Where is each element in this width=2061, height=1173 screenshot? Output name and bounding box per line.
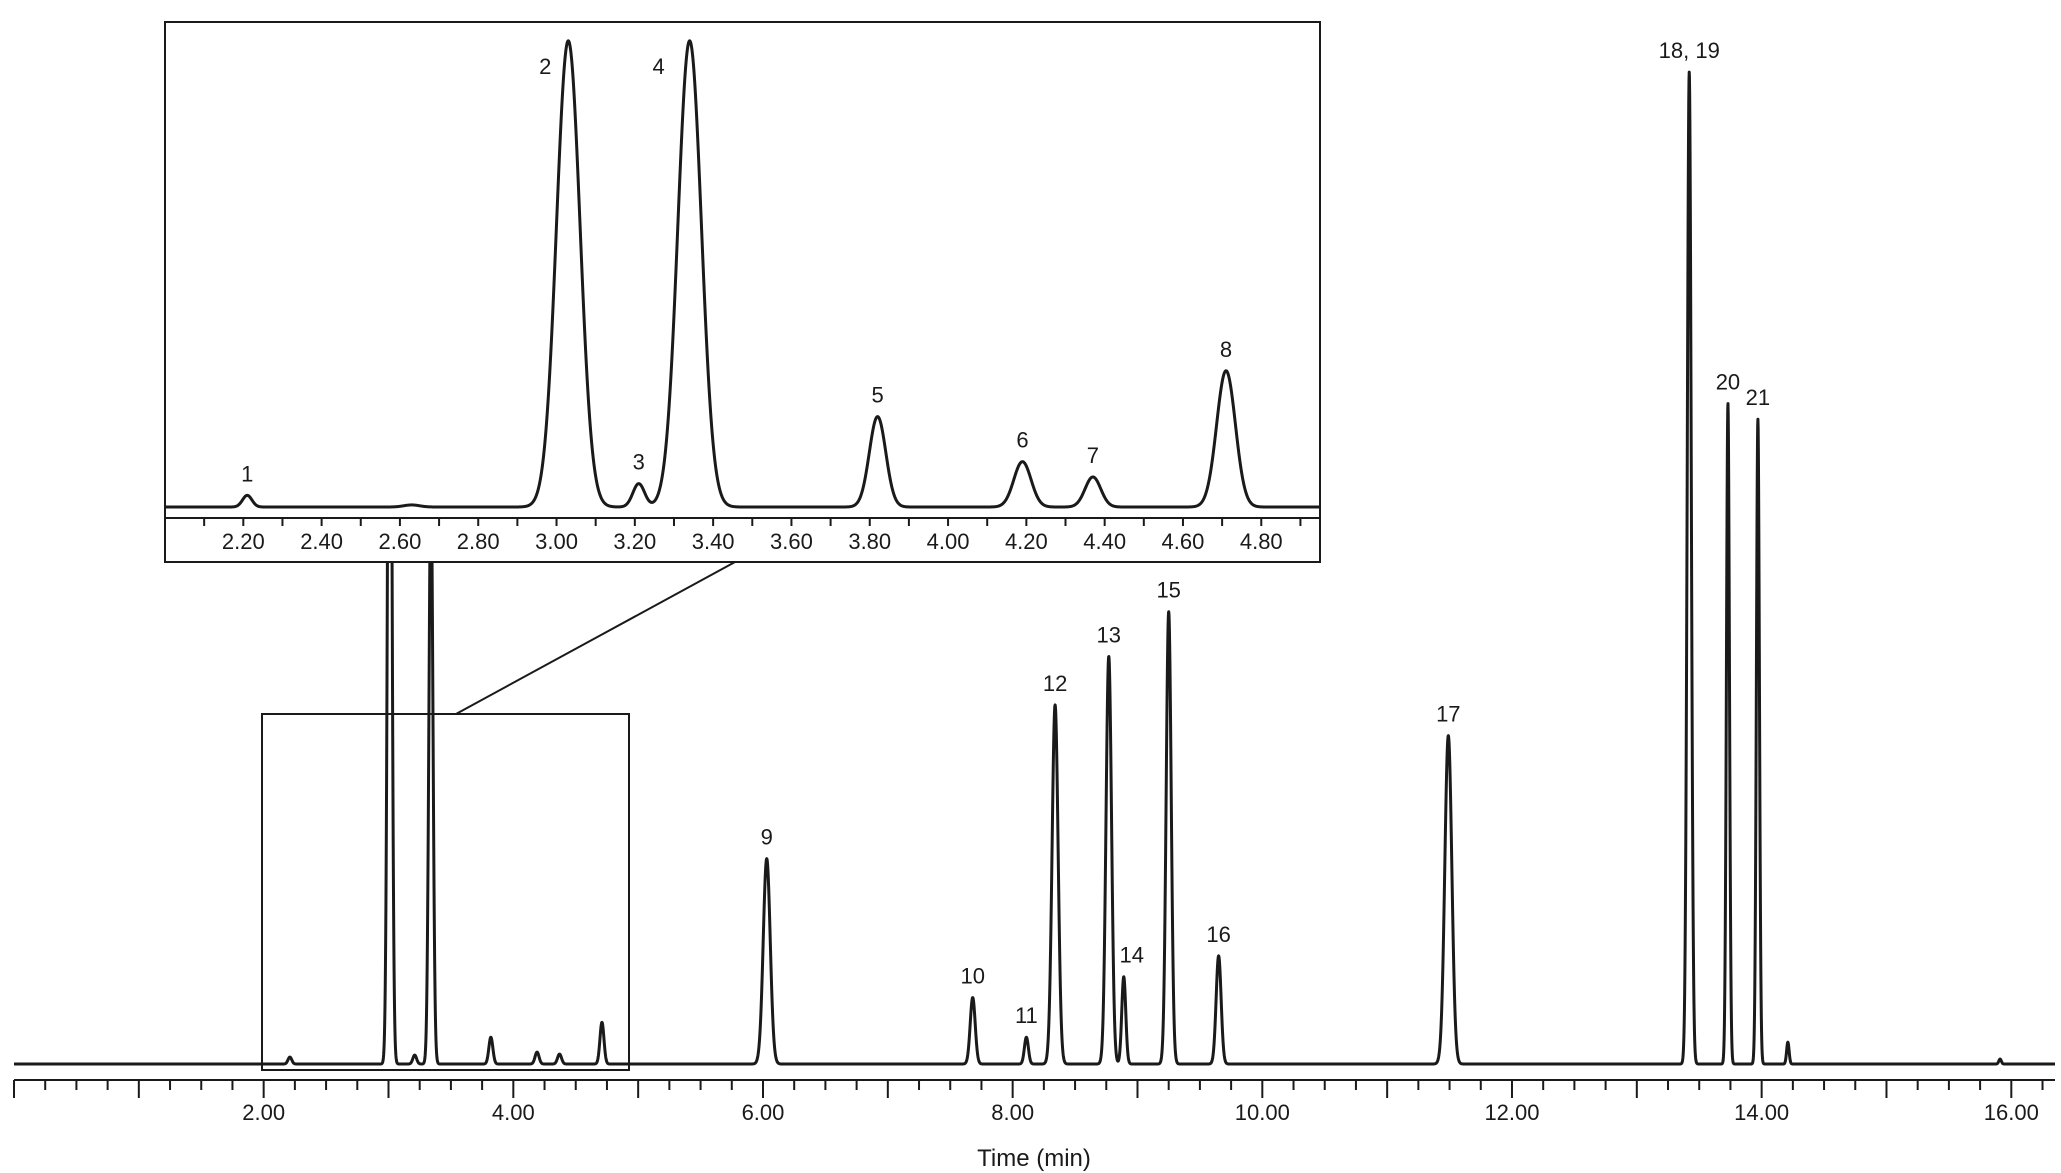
peak-label: 17 — [1436, 702, 1460, 727]
peak-label: 21 — [1746, 385, 1770, 410]
inset-frame — [164, 21, 1321, 563]
x-tick-label: 4.00 — [927, 529, 970, 554]
peak-label: 5 — [871, 383, 883, 408]
main-chromatogram-trace — [12, 70, 2057, 1066]
peak-label: 20 — [1716, 369, 1740, 394]
x-tick-label: 12.00 — [1484, 1100, 1539, 1125]
x-tick-label: 3.20 — [613, 529, 656, 554]
x-tick-label: 16.00 — [1984, 1100, 2039, 1125]
inset-x-ticks — [164, 518, 1302, 526]
main-x-tick-labels: 2.00 4.00 6.00 8.00 10.00 12.00 14.00 16.00 — [242, 1100, 2039, 1125]
inset-peak-labels: 1 2 3 4 5 6 7 8 — [241, 54, 1232, 486]
peak-label: 15 — [1156, 578, 1180, 603]
x-tick-label: 3.40 — [692, 529, 735, 554]
peak-label: 6 — [1016, 428, 1028, 453]
x-tick-label: 3.60 — [770, 529, 813, 554]
peak-label: 4 — [653, 54, 665, 79]
peak-label: 3 — [633, 450, 645, 475]
main-chromatogram: 2.00 4.00 6.00 8.00 10.00 12.00 14.00 16.00 Tim… — [12, 38, 2057, 1172]
peak-label: 1 — [241, 461, 253, 486]
inset-chromatogram: 2.20 2.40 2.60 2.80 3.00 3.20 3.40 3.60 3.80 4.00… — [164, 21, 1321, 563]
peak-label: 18, 19 — [1659, 38, 1720, 63]
x-tick-label: 2.40 — [300, 529, 343, 554]
x-tick-label: 6.00 — [742, 1100, 785, 1125]
x-tick-label: 14.00 — [1734, 1100, 1789, 1125]
x-tick-label: 2.80 — [457, 529, 500, 554]
x-tick-label: 2.00 — [242, 1100, 285, 1125]
main-x-ticks — [13, 1080, 2044, 1098]
x-tick-label: 3.80 — [848, 529, 891, 554]
x-tick-label: 2.20 — [222, 529, 265, 554]
x-tick-label: 10.00 — [1235, 1100, 1290, 1125]
inset-chromatogram-trace — [166, 39, 1319, 509]
x-tick-label: 4.20 — [1005, 529, 1048, 554]
x-axis-label: Time (min) — [977, 1145, 1091, 1172]
peak-label: 10 — [960, 964, 984, 989]
zoom-connector-line — [455, 561, 736, 715]
peak-label: 14 — [1120, 943, 1144, 968]
x-tick-label: 2.60 — [379, 529, 422, 554]
x-tick-label: 4.60 — [1162, 529, 1205, 554]
peak-label: 7 — [1087, 443, 1099, 468]
x-tick-label: 8.00 — [991, 1100, 1034, 1125]
x-tick-label: 4.00 — [492, 1100, 535, 1125]
peak-label: 9 — [761, 825, 773, 850]
x-tick-label: 4.80 — [1240, 529, 1283, 554]
peak-label: 8 — [1220, 337, 1232, 362]
peak-label: 11 — [1015, 1003, 1038, 1028]
inset-x-tick-labels: 2.20 2.40 2.60 2.80 3.00 3.20 3.40 3.60 3.80 4.00… — [222, 529, 1283, 554]
peak-label: 16 — [1206, 922, 1230, 947]
peak-label: 12 — [1043, 671, 1067, 696]
x-tick-label: 4.40 — [1083, 529, 1126, 554]
peak-label: 2 — [539, 54, 551, 79]
peak-label: 13 — [1097, 622, 1121, 647]
zoom-region-box — [261, 713, 630, 1071]
x-tick-label: 3.00 — [535, 529, 578, 554]
